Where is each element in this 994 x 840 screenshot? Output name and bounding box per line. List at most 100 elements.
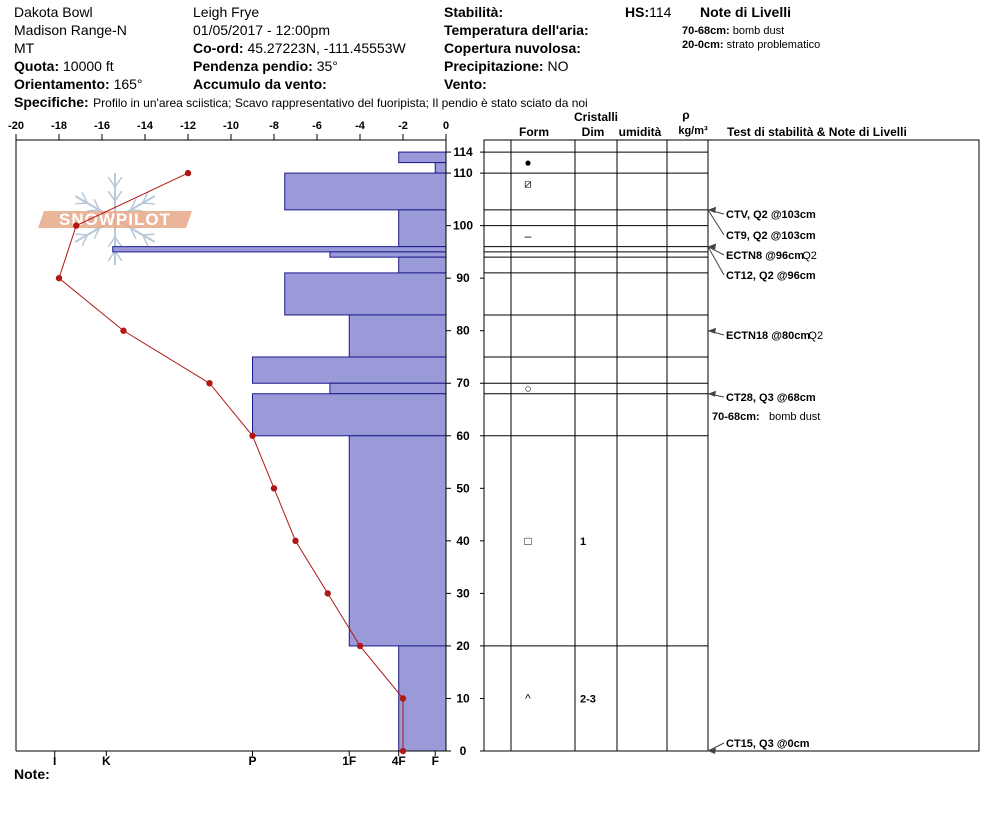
- logo-flake-branch: [142, 234, 149, 247]
- height-tick-label: 20: [456, 639, 470, 653]
- temp-tick-label: -18: [51, 120, 67, 132]
- layer-note-1-range: 70-68cm:: [682, 25, 730, 37]
- precipitation-value: NO: [547, 58, 569, 74]
- logo-flake-branch: [130, 209, 143, 212]
- snow-depth-value: 114: [649, 4, 672, 20]
- hardness-bar: [252, 393, 447, 437]
- snow-depth-field: HS:114: [625, 4, 671, 21]
- logo-flake-branch: [142, 233, 155, 236]
- aspect-value: 165°: [113, 76, 143, 92]
- temp-tick-label: -16: [94, 120, 110, 132]
- stability-test-label: CT15, Q3 @0cm: [726, 738, 810, 750]
- grain-form-symbol: ⧄: [524, 177, 532, 191]
- temp-tick-label: -10: [223, 120, 239, 132]
- stability-test-label: CT9, Q2 @103cm: [726, 230, 816, 242]
- specifics-field: Specifiche: Profilo in un'area sciistica…: [14, 94, 588, 112]
- stability-field: Stabilità:: [444, 4, 503, 21]
- hardness-bar: [398, 151, 447, 164]
- stability-test-quality: Q2: [808, 330, 823, 342]
- stability-test-arrow: [708, 748, 716, 754]
- location-line-2: Madison Range-N: [14, 22, 127, 38]
- specifics-label: Specifiche:: [14, 94, 89, 110]
- hardness-bar: [398, 209, 447, 248]
- stability-test-label: ECTN8 @96cm: [726, 250, 804, 262]
- temp-tick-label: -12: [180, 120, 196, 132]
- form-header: Form: [519, 125, 549, 139]
- logo-flake-branch: [81, 234, 88, 247]
- height-tick-label: 30: [456, 586, 470, 600]
- stability-test-leader: [707, 742, 725, 752]
- hardness-bar: [398, 256, 447, 274]
- temperature-point: [399, 747, 407, 755]
- hardness-bar: [284, 172, 447, 211]
- hardness-bar: [329, 382, 447, 395]
- logo-flake-branch: [107, 236, 116, 248]
- height-tick-label: 70: [456, 376, 470, 390]
- temperature-point: [399, 695, 407, 702]
- observation-datetime: 01/05/2017 - 12:00pm: [193, 22, 330, 38]
- temperature-point: [73, 222, 80, 229]
- logo-flake-branch: [93, 198, 101, 211]
- grain-form-symbol: ○: [524, 381, 531, 395]
- hardness-bar: [348, 435, 447, 647]
- hardness-bar: [348, 314, 447, 358]
- stability-label: Stabilità:: [444, 4, 504, 20]
- height-tick-label: 40: [456, 534, 470, 548]
- air-temp-field: Temperatura dell'aria:: [444, 22, 589, 39]
- height-tick-label: 90: [456, 271, 470, 285]
- logo-flake-branch: [142, 202, 155, 205]
- density-unit-header: kg/m³: [678, 125, 708, 137]
- layer-note-1: 70-68cm: bomb dust: [682, 24, 784, 38]
- tests-header: Test di stabilità & Note di Livelli: [727, 125, 907, 139]
- stability-test-label: CTV, Q2 @103cm: [726, 209, 816, 221]
- slope-label: Pendenza pendio:: [193, 58, 313, 74]
- coordinates-label: Co-ord:: [193, 40, 244, 56]
- grain-form-symbol: ^: [525, 691, 531, 705]
- layer-note-1-text: bomb dust: [732, 25, 785, 37]
- temperature-point: [120, 327, 127, 334]
- precipitation-label: Precipitazione:: [444, 58, 544, 74]
- temp-tick-label: -20: [8, 120, 24, 132]
- temp-tick-label: -6: [312, 120, 322, 132]
- hardness-tick-label: 4F: [392, 754, 406, 768]
- stability-test-label: CT28, Q3 @68cm: [726, 392, 816, 404]
- logo-flake-branch: [129, 198, 137, 211]
- temp-tick-label: -4: [355, 120, 366, 132]
- temperature-point: [249, 432, 256, 439]
- logo-flake-branch: [129, 227, 137, 240]
- stability-test-leader: [707, 246, 725, 256]
- layer-note-2: 20-0cm: strato problematico: [682, 38, 820, 52]
- stability-test-label: CT12, Q2 @96cm: [726, 270, 816, 282]
- cloud-cover-field: Copertura nuvolosa:: [444, 40, 581, 57]
- stability-test-arrow: [708, 390, 716, 397]
- logo-flake-branch: [107, 190, 116, 202]
- logo-flake-branch: [114, 176, 123, 188]
- logo-flake-branch: [114, 236, 123, 248]
- hardness-bars: [112, 151, 447, 752]
- elevation-field: Quota: 10000 ft: [14, 58, 114, 75]
- height-tick-label: 10: [456, 691, 470, 705]
- hardness-tick-label: P: [248, 754, 256, 768]
- hardness-bar: [434, 162, 447, 174]
- logo-flake-branch: [75, 202, 88, 205]
- wind-loading-field: Accumulo da vento:: [193, 76, 327, 93]
- crystals-header: Cristalli: [574, 110, 618, 124]
- height-tick-label: 0: [460, 744, 467, 758]
- location-line-3: MT: [14, 40, 35, 56]
- hardness-tick-label: K: [102, 754, 111, 768]
- height-tick-label: 114: [453, 145, 473, 159]
- hardness-tick-label: I: [53, 754, 56, 768]
- logo-flake-branch: [87, 209, 100, 212]
- height-tick-label: 110: [453, 166, 473, 180]
- wind-label: Vento:: [444, 76, 487, 92]
- height-tick-label: 100: [453, 219, 473, 233]
- cloud-cover-label: Copertura nuvolosa:: [444, 40, 581, 56]
- stability-test-quality: Q2: [802, 250, 817, 262]
- temperature-point: [184, 169, 192, 177]
- elevation-value: 10000 ft: [63, 58, 114, 74]
- grain-size-value: 2-3: [580, 693, 596, 705]
- aspect-field: Orientamento: 165°: [14, 76, 143, 93]
- note-label: Note:: [14, 766, 50, 782]
- temperature-point: [55, 274, 63, 282]
